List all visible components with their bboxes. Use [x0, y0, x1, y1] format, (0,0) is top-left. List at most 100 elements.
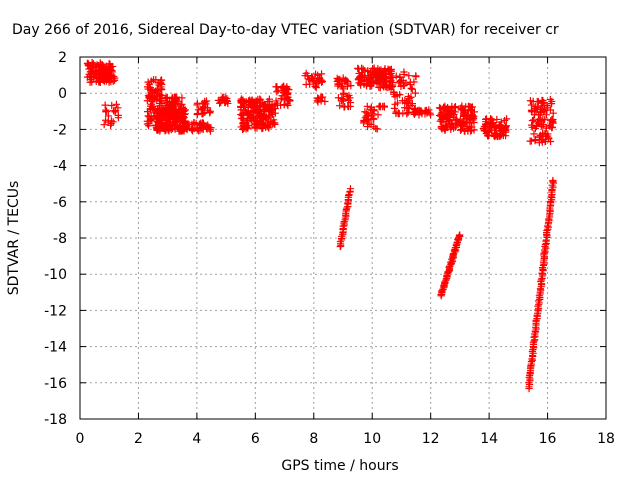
data-point [108, 101, 116, 110]
data-point [102, 77, 111, 85]
data-point [344, 102, 352, 110]
data-point [456, 231, 464, 239]
data-point [282, 84, 290, 92]
data-point [391, 93, 399, 101]
data-point [538, 96, 546, 105]
data-point [526, 97, 535, 105]
data-point [409, 108, 418, 116]
data-point [179, 125, 188, 133]
data-point [393, 99, 402, 107]
data-point [340, 89, 348, 97]
data-point [149, 95, 157, 104]
data-point [257, 112, 265, 120]
data-point [105, 72, 113, 81]
data-point [144, 112, 152, 120]
data-point [167, 126, 175, 134]
chart-title: Day 266 of 2016, Sidereal Day-to-day VTE… [12, 22, 559, 38]
data-point [400, 81, 408, 89]
data-point [111, 106, 120, 115]
data-point [363, 102, 371, 110]
data-point [199, 104, 207, 113]
data-point [311, 82, 319, 91]
data-point [405, 72, 413, 80]
data-point [334, 77, 342, 85]
data-point [201, 122, 209, 130]
data-point [339, 85, 347, 93]
data-point [269, 120, 277, 128]
data-point [86, 78, 94, 86]
data-point [463, 124, 471, 133]
data-point [528, 116, 537, 125]
data-point [375, 76, 383, 84]
data-point [470, 115, 478, 123]
data-point [548, 124, 556, 132]
data-point [286, 97, 294, 105]
x-tick-label: 2 [134, 431, 143, 447]
data-point [214, 96, 222, 104]
data-point [337, 97, 346, 105]
y-tick-label: -12 [44, 303, 67, 319]
data-point [549, 179, 558, 187]
data-point [104, 112, 113, 120]
data-point [407, 93, 415, 101]
data-point [238, 98, 246, 106]
data-point [160, 104, 168, 112]
data-point [527, 107, 536, 115]
data-point [262, 123, 270, 131]
data-point [201, 97, 209, 105]
data-point [111, 76, 119, 84]
data-point [379, 71, 387, 79]
data-point [530, 130, 538, 138]
data-point [370, 107, 378, 115]
data-point [533, 97, 541, 106]
y-tick-label: -10 [44, 267, 67, 283]
data-point [169, 120, 177, 128]
data-point [172, 112, 180, 120]
y-tick-label: -18 [44, 412, 67, 428]
data-point [458, 120, 466, 128]
data-point [223, 94, 231, 103]
y-tick-label: -8 [53, 231, 67, 247]
data-point [404, 92, 412, 101]
data-point [527, 101, 536, 109]
data-point [336, 102, 344, 110]
data-point [156, 115, 164, 123]
data-point [537, 136, 545, 144]
data-point [190, 119, 198, 127]
y-tick-label: -4 [53, 159, 67, 175]
data-point [144, 85, 152, 93]
data-point [181, 119, 189, 128]
data-point [412, 72, 420, 80]
data-point [358, 69, 366, 77]
data-point [468, 103, 477, 111]
data-point [301, 72, 309, 80]
data-point [375, 83, 383, 91]
data-point [162, 109, 170, 117]
data-point [359, 65, 367, 73]
data-point [86, 64, 95, 72]
data-point [374, 111, 382, 119]
data-point [143, 97, 151, 105]
data-point [162, 97, 171, 105]
data-point [390, 88, 398, 96]
data-point [256, 106, 265, 114]
data-point [549, 176, 557, 185]
data-point [198, 106, 206, 114]
data-point [374, 65, 382, 73]
data-point [224, 99, 232, 108]
data-point [108, 66, 116, 75]
data-point [99, 66, 108, 74]
data-point [215, 99, 224, 107]
data-point [531, 135, 540, 144]
data-point [317, 70, 326, 78]
data-point [158, 99, 166, 108]
data-point [157, 83, 165, 91]
data-point [104, 118, 112, 126]
axis-ticks: 0 2 4 6 8 10 12 14 16 18 -18 -16 -14 -12 -10 -8 -6 -4 -2 0 2 [44, 50, 615, 447]
data-point [495, 122, 503, 130]
data-point [361, 114, 369, 122]
data-point [280, 101, 288, 109]
data-point [175, 116, 183, 124]
data-point [274, 86, 282, 94]
data-point [361, 73, 369, 81]
